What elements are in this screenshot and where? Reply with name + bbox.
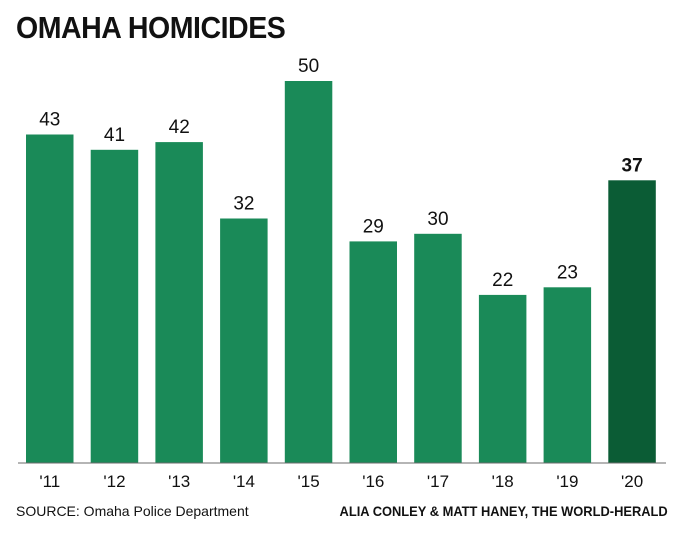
data-label-9: 37	[622, 155, 643, 176]
data-label-0: 43	[39, 110, 60, 131]
data-label-1: 41	[104, 125, 125, 146]
bar-6	[414, 233, 462, 463]
bar-5	[349, 241, 397, 463]
data-label-6: 30	[427, 209, 448, 230]
data-label-2: 42	[169, 117, 190, 138]
x-tick-label-3: '14	[233, 472, 255, 491]
data-label-5: 29	[363, 216, 384, 237]
data-label-8: 23	[557, 262, 578, 283]
bar-9	[608, 180, 656, 464]
x-tick-label-0: '11	[39, 472, 60, 491]
data-label-4: 50	[298, 56, 319, 77]
bar-4	[284, 81, 333, 463]
x-tick-label-7: '18	[492, 472, 514, 491]
data-label-7: 22	[492, 270, 513, 291]
bar-0	[26, 134, 74, 463]
source-note: SOURCE: Omaha Police Department	[16, 503, 249, 519]
data-label-3: 32	[233, 194, 254, 215]
bar-3	[220, 218, 268, 463]
bar-1	[90, 149, 139, 464]
bar-8	[543, 287, 592, 463]
x-tick-label-1: '12	[103, 472, 125, 491]
x-tick-label-5: '16	[362, 472, 384, 491]
bar-7	[478, 294, 527, 463]
x-tick-label-9: '20	[621, 472, 643, 491]
x-tick-label-2: '13	[168, 472, 190, 491]
bar-2	[155, 142, 203, 463]
x-tick-label-8: '19	[556, 472, 578, 491]
chart-title: OMAHA HOMICIDES	[16, 10, 286, 45]
x-tick-label-6: '17	[427, 472, 449, 491]
x-tick-label-4: '15	[298, 472, 320, 491]
credit-line: ALIA CONLEY & MATT HANEY, THE WORLD-HERA…	[339, 503, 668, 519]
